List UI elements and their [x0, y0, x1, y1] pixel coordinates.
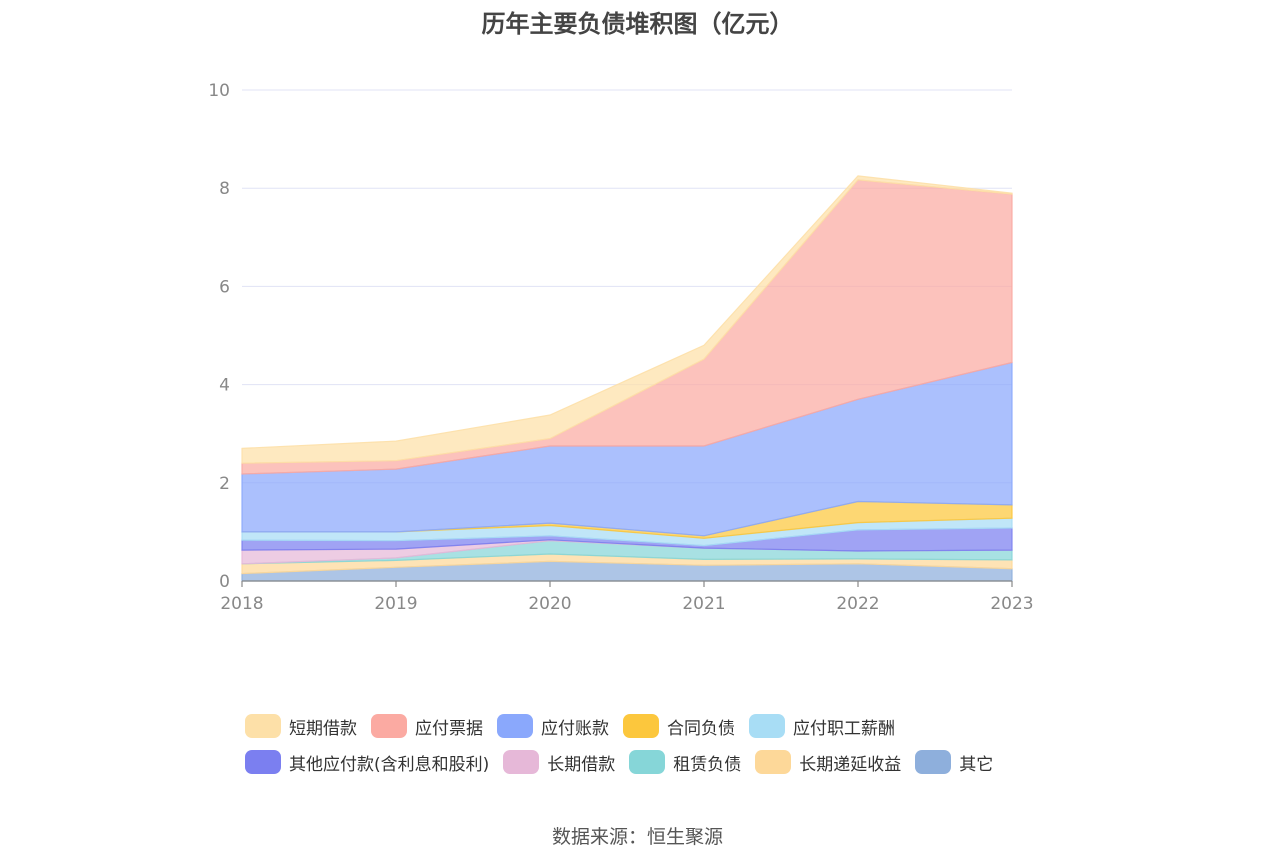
legend-item[interactable]: 其他应付款(含利息和股利): [245, 750, 489, 775]
legend-row: 短期借款 应付票据 应付账款 合同负债 应付职工薪酬: [245, 708, 1045, 744]
legend-swatch: [503, 750, 540, 774]
legend-item[interactable]: 短期借款: [245, 714, 357, 739]
legend-label: 长期借款: [547, 754, 616, 775]
legend-item[interactable]: 合同负债: [623, 714, 735, 739]
legend-swatch: [749, 714, 785, 738]
x-tick-label: 2020: [528, 594, 571, 614]
legend-item[interactable]: 应付票据: [371, 714, 483, 739]
legend-swatch: [623, 714, 659, 738]
y-tick-label: 2: [219, 474, 230, 494]
legend-swatch: [915, 750, 952, 774]
legend-label: 应付账款: [541, 718, 609, 739]
legend-swatch: [629, 750, 666, 774]
x-tick-label: 2022: [836, 594, 879, 614]
y-tick-label: 0: [219, 572, 230, 592]
y-tick-label: 6: [219, 277, 230, 297]
x-tick-label: 2019: [374, 594, 417, 614]
legend-label: 应付票据: [415, 718, 483, 739]
y-tick-label: 8: [219, 179, 230, 199]
legend-label: 其他应付款(含利息和股利): [289, 754, 490, 775]
y-tick-label: 10: [208, 81, 230, 101]
source-note: 数据来源：恒生聚源: [551, 826, 723, 848]
legend-item[interactable]: 应付账款: [497, 714, 609, 739]
legend-label: 长期递延收益: [799, 754, 902, 775]
legend-row: 其他应付款(含利息和股利) 长期借款 租赁负债 长期递延收益 其它: [245, 744, 1045, 780]
x-tick-label: 2023: [990, 594, 1033, 614]
legend-item[interactable]: 租赁负债: [629, 750, 741, 775]
legend-swatch: [245, 714, 281, 738]
legend-label: 合同负债: [667, 718, 735, 739]
legend-swatch: [245, 750, 281, 774]
legend-label: 短期借款: [289, 718, 357, 739]
legend-item[interactable]: 长期递延收益: [755, 750, 901, 775]
legend-label: 应付职工薪酬: [793, 718, 895, 739]
legend-swatch: [497, 714, 533, 738]
legend: 短期借款 应付票据 应付账款 合同负债 应付职工薪酬 其他应付款(含利息和股利) 长期借款…: [245, 708, 1045, 780]
legend-label: 其它: [959, 754, 994, 775]
y-tick-label: 4: [219, 376, 230, 396]
x-tick-label: 2021: [682, 594, 725, 614]
area-series-9[interactable]: [241, 175, 1013, 464]
area-series: [241, 175, 1013, 582]
axes: 0 2 4 6 8 10 2018 2019 2020 2021 2022 2023: [208, 81, 1033, 614]
legend-item[interactable]: 应付职工薪酬: [749, 714, 895, 739]
chart-title: 历年主要负债堆积图（亿元）: [481, 10, 794, 38]
legend-label: 租赁负债: [673, 754, 742, 775]
legend-item[interactable]: 其它: [915, 750, 993, 775]
x-tick-label: 2018: [220, 594, 263, 614]
legend-swatch: [371, 714, 407, 738]
legend-item[interactable]: 长期借款: [503, 750, 615, 775]
legend-swatch: [755, 750, 792, 774]
